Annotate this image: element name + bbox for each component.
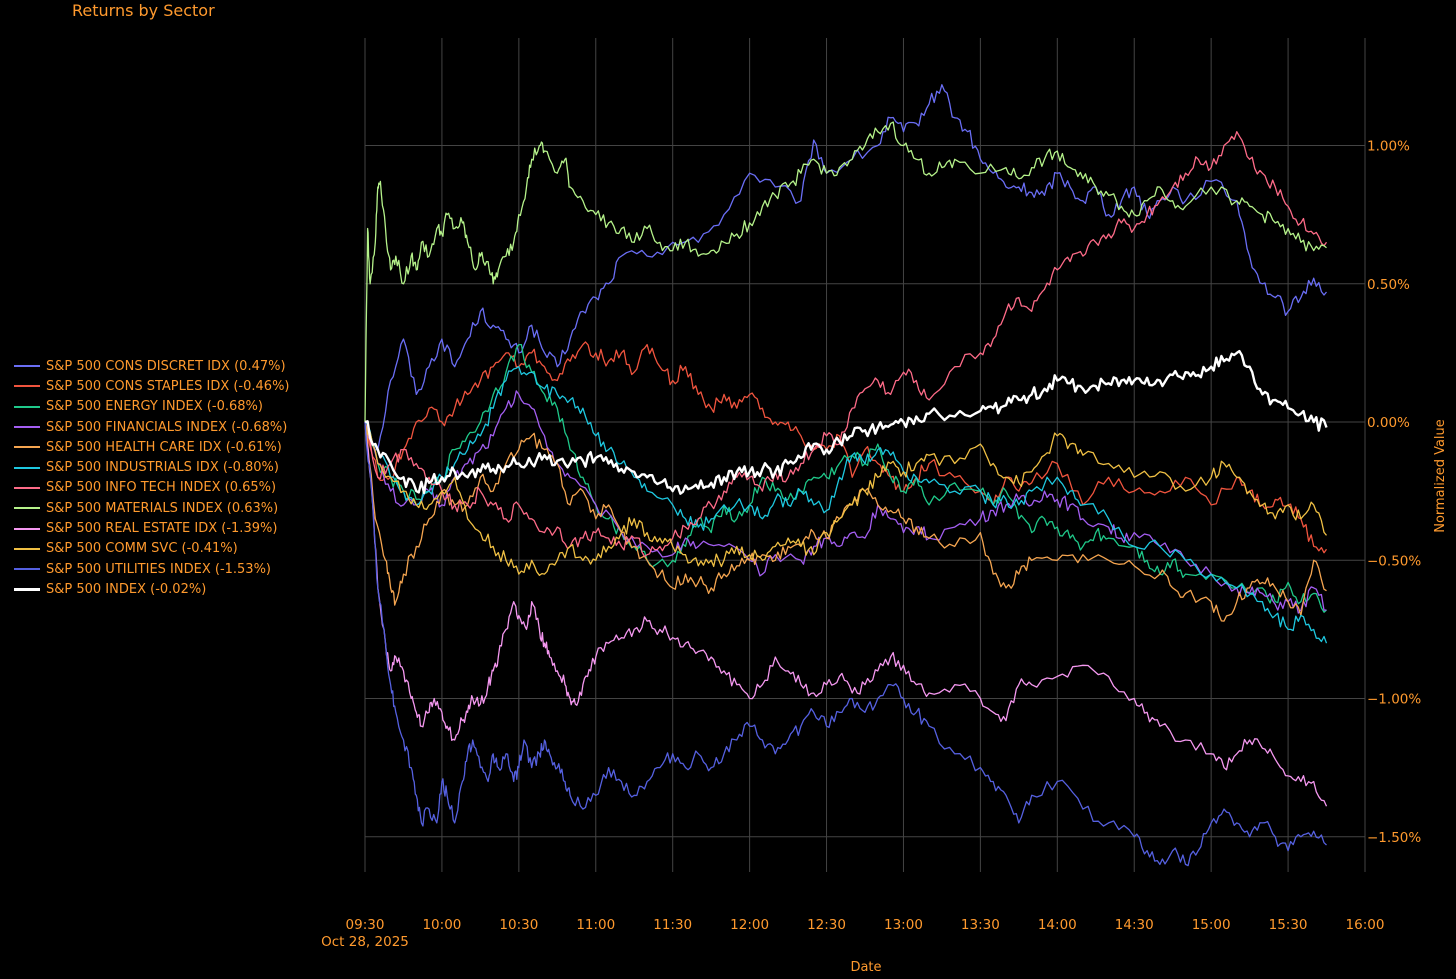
series-line (364, 390, 1327, 614)
x-tick-label: 12:30 (807, 917, 846, 933)
legend-swatch (14, 405, 40, 408)
series-line (364, 131, 1328, 558)
legend-item[interactable]: S&P 500 HEALTH CARE IDX (-0.61%) (14, 437, 290, 457)
legend-swatch (14, 507, 40, 510)
legend-swatch (14, 587, 40, 591)
legend-item[interactable]: S&P 500 CONS DISCRET IDX (0.47%) (14, 356, 290, 376)
legend-item[interactable]: S&P 500 INFO TECH INDEX (0.65%) (14, 478, 290, 498)
legend-label: S&P 500 CONS DISCRET IDX (0.47%) (46, 358, 286, 374)
legend-label: S&P 500 CONS STAPLES IDX (-0.46%) (46, 378, 290, 394)
x-tick-label: 13:30 (961, 917, 1000, 933)
legend-label: S&P 500 REAL ESTATE IDX (-1.39%) (46, 521, 278, 537)
legend-swatch (14, 426, 40, 429)
series-line (364, 366, 1328, 644)
x-tick-label: 14:30 (1115, 917, 1154, 933)
legend-label: S&P 500 COMM SVC (-0.41%) (46, 541, 238, 557)
legend-swatch (14, 365, 40, 368)
x-tick-label: 11:30 (653, 917, 692, 933)
legend-item[interactable]: S&P 500 REAL ESTATE IDX (-1.39%) (14, 518, 290, 538)
x-tick-label: 12:00 (730, 917, 769, 933)
legend-item[interactable]: S&P 500 FINANCIALS INDEX (-0.68%) (14, 417, 290, 437)
legend-label: S&P 500 MATERIALS INDEX (0.63%) (46, 500, 279, 516)
series-line (364, 421, 1327, 867)
y-tick-label: −1.50% (1367, 830, 1421, 846)
legend-item[interactable]: S&P 500 ENERGY INDEX (-0.68%) (14, 397, 290, 417)
x-tick-label: 13:00 (884, 917, 923, 933)
series-line (364, 421, 1328, 576)
series-line (364, 421, 1328, 807)
series-line (364, 343, 1327, 613)
y-tick-label: 1.00% (1367, 139, 1410, 155)
gridlines (364, 38, 1366, 872)
x-tick-label: 16:00 (1346, 917, 1385, 933)
series-line (364, 341, 1328, 554)
y-tick-label: −0.50% (1367, 553, 1421, 569)
legend-label: S&P 500 INDUSTRIALS IDX (-0.80%) (46, 460, 279, 476)
x-tick-label: 11:00 (576, 917, 615, 933)
series-line (364, 421, 1327, 622)
legend-swatch (14, 547, 40, 550)
x-tick-label: 15:30 (1269, 917, 1308, 933)
x-axis: 09:30 10:00 10:30 11:00 11:30 12:00 12:30 13:00… (346, 917, 1385, 933)
series-line (364, 121, 1327, 423)
legend-item[interactable]: S&P 500 INDUSTRIALS IDX (-0.80%) (14, 457, 290, 477)
series-line (364, 349, 1328, 495)
x-tick-label: 15:00 (1192, 917, 1231, 933)
y-axis: 1.00% 0.50% 0.00% −0.50% −1.00% −1.50% (1367, 139, 1421, 846)
y-tick-label: −1.00% (1367, 692, 1421, 708)
chart-title: Returns by Sector (72, 1, 215, 20)
series-lines (364, 84, 1328, 867)
series-line (364, 84, 1327, 451)
legend-item[interactable]: S&P 500 MATERIALS INDEX (0.63%) (14, 498, 290, 518)
y-tick-label: 0.50% (1367, 277, 1410, 293)
legend-swatch (14, 385, 40, 388)
legend-item[interactable]: S&P 500 UTILITIES INDEX (-1.53%) (14, 559, 290, 579)
legend-item[interactable]: S&P 500 COMM SVC (-0.41%) (14, 539, 290, 559)
legend-label: S&P 500 HEALTH CARE IDX (-0.61%) (46, 439, 282, 455)
x-axis-title: Date (850, 960, 881, 975)
x-axis-date-label: Oct 28, 2025 (321, 934, 409, 950)
legend-swatch (14, 527, 40, 530)
x-tick-label: 10:30 (499, 917, 538, 933)
legend-swatch (14, 568, 40, 571)
y-tick-label: 0.00% (1367, 415, 1410, 431)
x-tick-label: 10:00 (422, 917, 461, 933)
legend-label: S&P 500 ENERGY INDEX (-0.68%) (46, 399, 263, 415)
legend-label: S&P 500 UTILITIES INDEX (-1.53%) (46, 561, 271, 577)
legend-swatch (14, 486, 40, 489)
legend-label: S&P 500 INFO TECH INDEX (0.65%) (46, 480, 277, 496)
legend-swatch (14, 466, 40, 469)
legend-item[interactable]: S&P 500 CONS STAPLES IDX (-0.46%) (14, 376, 290, 396)
legend-swatch (14, 446, 40, 449)
legend-label: S&P 500 INDEX (-0.02%) (46, 581, 207, 597)
legend: S&P 500 CONS DISCRET IDX (0.47%) S&P 500 … (14, 356, 290, 600)
x-tick-label: 09:30 (346, 917, 385, 933)
y-axis-title: Normalized Value (1433, 419, 1448, 533)
x-tick-label: 14:00 (1038, 917, 1077, 933)
legend-label: S&P 500 FINANCIALS INDEX (-0.68%) (46, 419, 288, 435)
legend-item[interactable]: S&P 500 INDEX (-0.02%) (14, 579, 290, 599)
